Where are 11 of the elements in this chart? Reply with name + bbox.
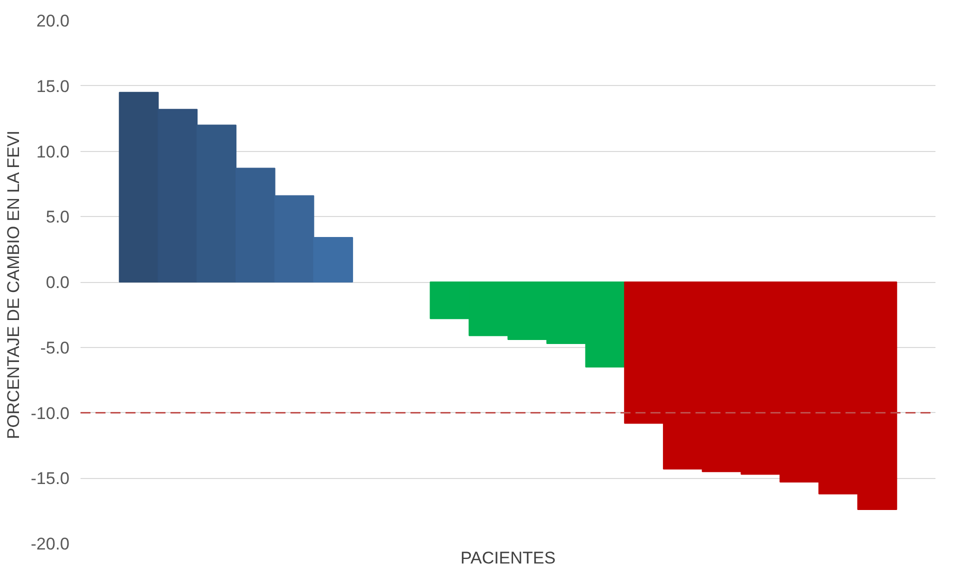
y-tick-label: 15.0 [36,76,70,96]
x-axis-title: PACIENTES [460,548,556,568]
y-tick-label: -15.0 [30,469,70,488]
y-tick-label: 20.0 [36,12,70,30]
y-tick-label: -5.0 [40,338,70,358]
y-tick-label: -20.0 [30,534,70,554]
y-tick-label: 0.0 [46,273,70,292]
y-tick-label: -10.0 [30,404,70,423]
y-axis-title: PORCENTAJE DE CAMBIO EN LA FEVI [4,130,23,440]
y-tick-label: 10.0 [36,142,70,162]
y-tick-label: 5.0 [46,208,70,227]
